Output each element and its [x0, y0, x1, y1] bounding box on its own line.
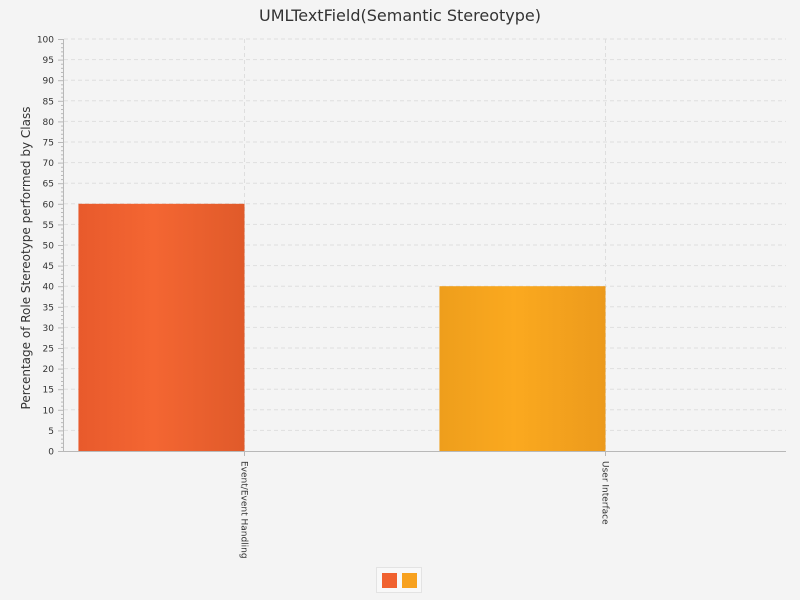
y-tick-label: 20 [43, 365, 55, 375]
y-tick-label: 65 [43, 180, 54, 190]
y-tick-label: 70 [43, 159, 55, 169]
y-tick-label: 85 [43, 97, 54, 107]
legend [376, 567, 422, 593]
y-tick-label: 95 [43, 56, 54, 66]
bar-user-interface [439, 286, 606, 451]
y-tick-label: 100 [37, 36, 54, 46]
y-tick-label: 75 [43, 139, 54, 149]
x-tick-label: User Interface [600, 461, 610, 525]
bar-event-event-handling [78, 203, 245, 451]
legend-swatch-series-2 [402, 573, 417, 588]
y-tick-label: 60 [43, 200, 55, 210]
bars [78, 203, 606, 451]
y-tick-label: 15 [43, 386, 54, 396]
chart-title: UMLTextField(Semantic Stereotype) [258, 6, 541, 25]
x-tick-label: Event/Event Handling [239, 461, 249, 559]
y-tick-label: 45 [43, 262, 54, 272]
y-tick-label: 30 [43, 324, 55, 334]
y-tick-label: 0 [48, 448, 54, 458]
y-tick-label: 40 [43, 283, 55, 293]
y-tick-label: 35 [43, 303, 54, 313]
axes: 0 5 10 15 20 25 30 35 40 45 50 55 60 65 70 75 80 85 90 95 10… [37, 36, 786, 559]
y-tick-label: 55 [43, 221, 54, 231]
y-tick-label: 5 [48, 427, 54, 437]
y-tick-label: 25 [43, 345, 54, 355]
y-tick-label: 10 [43, 406, 55, 416]
y-tick-label: 80 [43, 118, 55, 128]
y-tick-label: 50 [43, 242, 55, 252]
y-tick-label: 90 [43, 77, 55, 87]
legend-swatch-series-1 [382, 573, 397, 588]
